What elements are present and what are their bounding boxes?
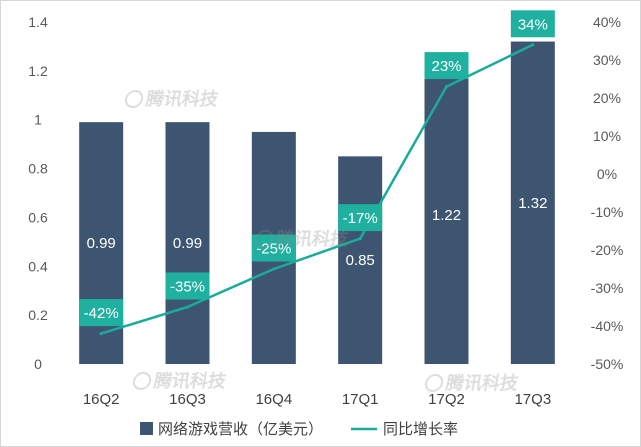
growth-rate-point-17q3 — [531, 43, 535, 47]
legend: 网络游戏营收（亿美元） 同比增长率 — [140, 421, 458, 438]
right-axis-tick-label: -50% — [591, 356, 624, 372]
right-axis: -50% -40% -30% -20% -10% 0% 10% 20% 30% 40% — [591, 14, 624, 372]
bar-value-labels: 0.99 0.99 0.85 1.22 1.32 — [87, 195, 548, 269]
growth-rate-point-16q2 — [99, 332, 103, 336]
left-axis-tick-label: 0 — [34, 356, 42, 372]
revenue-bars — [79, 41, 555, 365]
growth-rate-label-16q3: -35% — [170, 279, 205, 296]
growth-rate-label-box-16q3 — [165, 272, 210, 300]
watermark: 腾讯科技 — [254, 228, 351, 249]
left-axis-tick-label: 0.4 — [28, 258, 48, 274]
growth-rate-series — [99, 43, 535, 336]
growth-rate-labels: -42% -35% -25% -17% 23% 34% — [79, 10, 555, 327]
growth-rate-line — [99, 43, 535, 335]
left-axis-tick-label: 0.2 — [28, 307, 48, 323]
category-label-17q3: 17Q3 — [514, 391, 551, 408]
growth-rate-label-17q3: 34% — [518, 16, 548, 33]
category-label-17q1: 17Q1 — [342, 391, 379, 408]
watermark: 腾讯科技 — [132, 370, 229, 391]
watermark-logo-icon — [424, 374, 444, 392]
watermark-text: 腾讯科技 — [274, 228, 350, 249]
growth-rate-label-17q2: 23% — [431, 58, 461, 75]
right-axis-tick-label: -30% — [591, 280, 624, 296]
right-axis-tick-label: -40% — [591, 318, 624, 334]
growth-rate-label-16q2: -42% — [84, 305, 119, 322]
growth-rate-label-box-17q2 — [424, 52, 469, 80]
bar-value-label-16q2: 0.99 — [87, 235, 116, 252]
watermark-logo-icon — [254, 230, 274, 248]
bar-17q3 — [510, 41, 555, 365]
category-label-16q2: 16Q2 — [83, 391, 120, 408]
left-axis-tick-label: 1.4 — [28, 14, 48, 30]
growth-rate-label-box-17q3 — [510, 10, 555, 38]
category-label-17q2: 17Q2 — [428, 391, 465, 408]
watermark-text: 腾讯科技 — [144, 88, 220, 109]
watermark: 腾讯科技 — [124, 88, 221, 109]
legend-label-revenue: 网络游戏营收（亿美元） — [158, 421, 323, 438]
left-axis: 0 0.2 0.4 0.6 0.8 1 1.2 1.4 — [28, 14, 48, 372]
bar-value-label-17q1: 0.85 — [346, 252, 375, 269]
right-axis-tick-label: 0% — [597, 166, 617, 182]
left-axis-tick-label: 0.6 — [28, 209, 48, 225]
watermark-logo-icon — [132, 372, 152, 390]
bar-value-label-17q3: 1.32 — [518, 195, 547, 212]
right-axis-tick-label: 10% — [593, 128, 621, 144]
bar-17q1 — [338, 156, 383, 364]
right-axis-tick-label: -10% — [591, 204, 624, 220]
right-axis-tick-label: 20% — [593, 90, 621, 106]
bar-17q2 — [424, 65, 469, 364]
bar-value-label-16q3: 0.99 — [173, 235, 202, 252]
left-axis-tick-label: 1 — [34, 112, 42, 128]
legend-swatch-revenue — [140, 422, 153, 435]
left-axis-tick-label: 1.2 — [28, 63, 48, 79]
bar-16q3 — [165, 122, 210, 365]
bar-value-label-17q2: 1.22 — [432, 207, 461, 224]
legend-label-growth-rate: 同比增长率 — [383, 421, 458, 438]
category-label-16q4: 16Q4 — [255, 391, 292, 408]
right-axis-tick-label: -20% — [591, 242, 624, 258]
growth-rate-label-17q1: -17% — [343, 210, 378, 227]
watermark-logo-icon — [124, 90, 144, 108]
growth-rate-point-16q3 — [185, 305, 190, 309]
x-axis: 16Q2 16Q3 16Q4 17Q1 17Q2 17Q3 — [83, 391, 551, 408]
growth-rate-label-16q4: -25% — [256, 241, 291, 258]
left-axis-tick-label: 0.8 — [28, 161, 48, 177]
growth-rate-label-box-17q1 — [338, 204, 383, 232]
growth-rate-label-box-16q2 — [79, 299, 124, 327]
right-axis-tick-label: 30% — [593, 52, 621, 68]
watermark-text: 腾讯科技 — [152, 370, 228, 391]
watermark: 腾讯科技 — [424, 372, 521, 393]
right-axis-tick-label: 40% — [593, 14, 621, 30]
watermark-text: 腾讯科技 — [444, 372, 520, 393]
growth-rate-point-17q1 — [358, 237, 362, 241]
growth-rate-point-17q2 — [444, 85, 449, 89]
category-label-16q3: 16Q3 — [169, 391, 206, 408]
growth-rate-label-box-16q4 — [251, 234, 296, 262]
growth-rate-point-16q4 — [272, 267, 276, 271]
